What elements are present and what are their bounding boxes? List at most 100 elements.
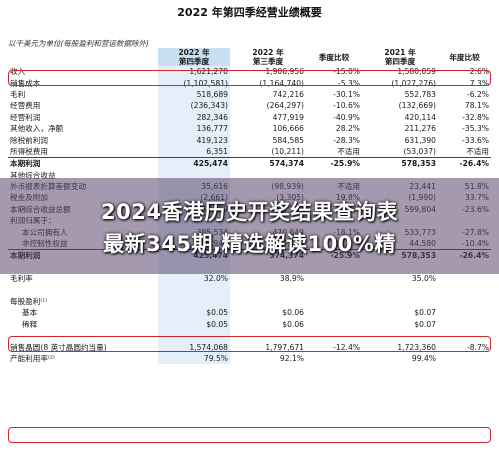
cell-yoy: -8.7% [466,342,489,352]
cell-yoy: -33.6% [462,135,489,145]
header-label-cell [8,48,158,66]
cell-q3-2022: 584,585 [272,135,304,145]
cell-qoq: -25.9% [306,157,362,170]
cell-q4-2022 [158,329,230,342]
cell-yoy: -6.2% [466,89,489,99]
overlay-line-1: 2024香港历史开奖结果查询表 [101,200,398,224]
cell-yoy: 7.3% [469,78,489,88]
cell-q3-2022: 92.1% [279,353,304,363]
cell-yoy [438,284,491,295]
cell-q4-2021: (132,669) [398,101,436,111]
highlight-box-wafer-shipments [8,427,491,443]
table-row: 产能利用率⁽²⁾ 79.5% 92.1% 99.4% [8,352,491,365]
header-yoy: 年度比较 [449,52,480,62]
cell-yoy [438,307,491,318]
cell-q4-2021 [362,284,438,295]
cell-q4-2022: 1,621,270 [158,66,230,78]
cell-qoq: -10.6% [333,101,360,111]
cell-qoq [306,296,362,307]
cell-q3-2022: 1,906,956 [265,67,304,77]
cell-yoy [438,353,491,364]
cell-q4-2021: 35.0% [411,274,436,284]
table-row [8,329,491,342]
cell-yoy: 不适用 [466,146,489,156]
table-row: 其他综合收益 [8,169,491,181]
table-row: 每股盈利⁽¹⁾ [8,295,491,308]
cell-q3-2022 [230,330,306,341]
cell-qoq [306,284,362,295]
cell-q3-2022: 742,216 [272,89,304,99]
row-label [8,284,158,295]
cell-q4-2022: 419,123 [158,134,230,146]
header-q4-2022: 2022 年第四季度 [158,48,230,66]
cell-q4-2022: (236,343) [158,100,230,112]
cell-q4-2022: 6,351 [158,145,230,158]
table-row: 基本 $0.05 $0.06 $0.07 [8,307,491,319]
table-row: 其他收入，净额 136,777 106,666 28.2% 211,276 -35.3% [8,122,491,135]
header-q3-2022: 2022 年第三季度 [252,48,284,66]
cell-q4-2022: 425,474 [158,157,230,170]
row-label: 毛利率 [10,274,33,284]
row-label: 其他收入，净额 [10,124,64,134]
cell-qoq [306,307,362,318]
cell-q4-2021: $0.07 [414,308,436,318]
row-label [8,330,158,341]
cell-q4-2022: $0.05 [158,307,230,319]
table-row: 毛利率 32.0% 38.9% 35.0% [8,273,491,285]
cell-q4-2021: 1,723,360 [397,342,436,352]
cell-q4-2022: 32.0% [158,273,230,285]
cell-q4-2021: (53,037) [403,146,437,156]
cell-q4-2022: 136,777 [158,122,230,135]
cell-q3-2022: 38.9% [279,274,304,284]
table-row: 稀释 $0.05 $0.06 $0.07 [8,318,491,330]
overlay-band [0,178,499,274]
row-label: 收入 [10,67,26,77]
row-label: 经营利润 [10,112,41,122]
cell-q3-2022 [230,284,306,295]
cell-q4-2022 [158,169,230,181]
cell-yoy: -35.3% [462,124,489,134]
cell-qoq: -30.1% [333,89,360,99]
cell-q4-2022: 518,689 [158,88,230,101]
overlay-line-2: 最新345期,精选解读100%精 [103,232,396,256]
row-label: 除税前利润 [10,135,48,145]
cell-qoq [306,353,362,364]
row-label: 产能利用率⁽²⁾ [10,353,55,363]
row-label: 经营费用 [10,101,41,111]
cell-yoy: -26.4% [438,157,491,170]
cell-q4-2022: 1,574,068 [158,341,230,353]
row-label: 销售成本 [10,78,41,88]
cell-q3-2022: (264,297) [266,101,304,111]
unit-note: 以千美元为单位(每股盈利和营运数据除外) [8,39,149,48]
cell-q4-2022: 282,346 [158,111,230,123]
cell-yoy: 2.6% [469,67,489,77]
cell-yoy [438,273,491,284]
cell-q3-2022: 574,374 [230,157,306,170]
cell-q4-2021: 552,783 [404,89,436,99]
cell-q4-2021 [362,296,438,307]
cell-q3-2022: (1,164,740) [259,78,304,88]
table-row: 所得税费用 6,351 (10,211) 不适用 (53,037) 不适用 [8,145,491,158]
cell-qoq: -15.0% [333,67,360,77]
cell-q4-2022: $0.05 [158,318,230,330]
row-label: 销售晶圆(8 英寸晶圆约当量) [10,342,107,352]
cell-q3-2022: (10,211) [271,146,305,156]
table-row: 经营费用 (236,343) (264,297) -10.6% (132,669) 78.… [8,100,491,112]
cell-q4-2021: $0.07 [414,319,436,329]
cell-qoq [306,330,362,341]
cell-q4-2021: (1,027,276) [391,78,436,88]
cell-q4-2022 [158,284,230,296]
cell-qoq: -40.9% [333,112,360,122]
cell-yoy [438,330,491,341]
cell-yoy: -32.8% [462,112,489,122]
table-row: 销售成本 (1,102,581) (1,164,740) -5.3% (1,027,27… [8,77,491,89]
row-label: 所得税费用 [10,146,48,156]
report-title: 2022 年第四季经营业绩概要 [177,6,322,19]
table-row: 经营利润 282,346 477,919 -40.9% 420,114 -32.8% [8,111,491,123]
cell-qoq: -5.3% [337,78,360,88]
cell-yoy [438,296,491,307]
row-label: 毛利 [10,89,26,99]
cell-qoq [306,319,362,330]
cell-q4-2021: 631,390 [404,135,436,145]
